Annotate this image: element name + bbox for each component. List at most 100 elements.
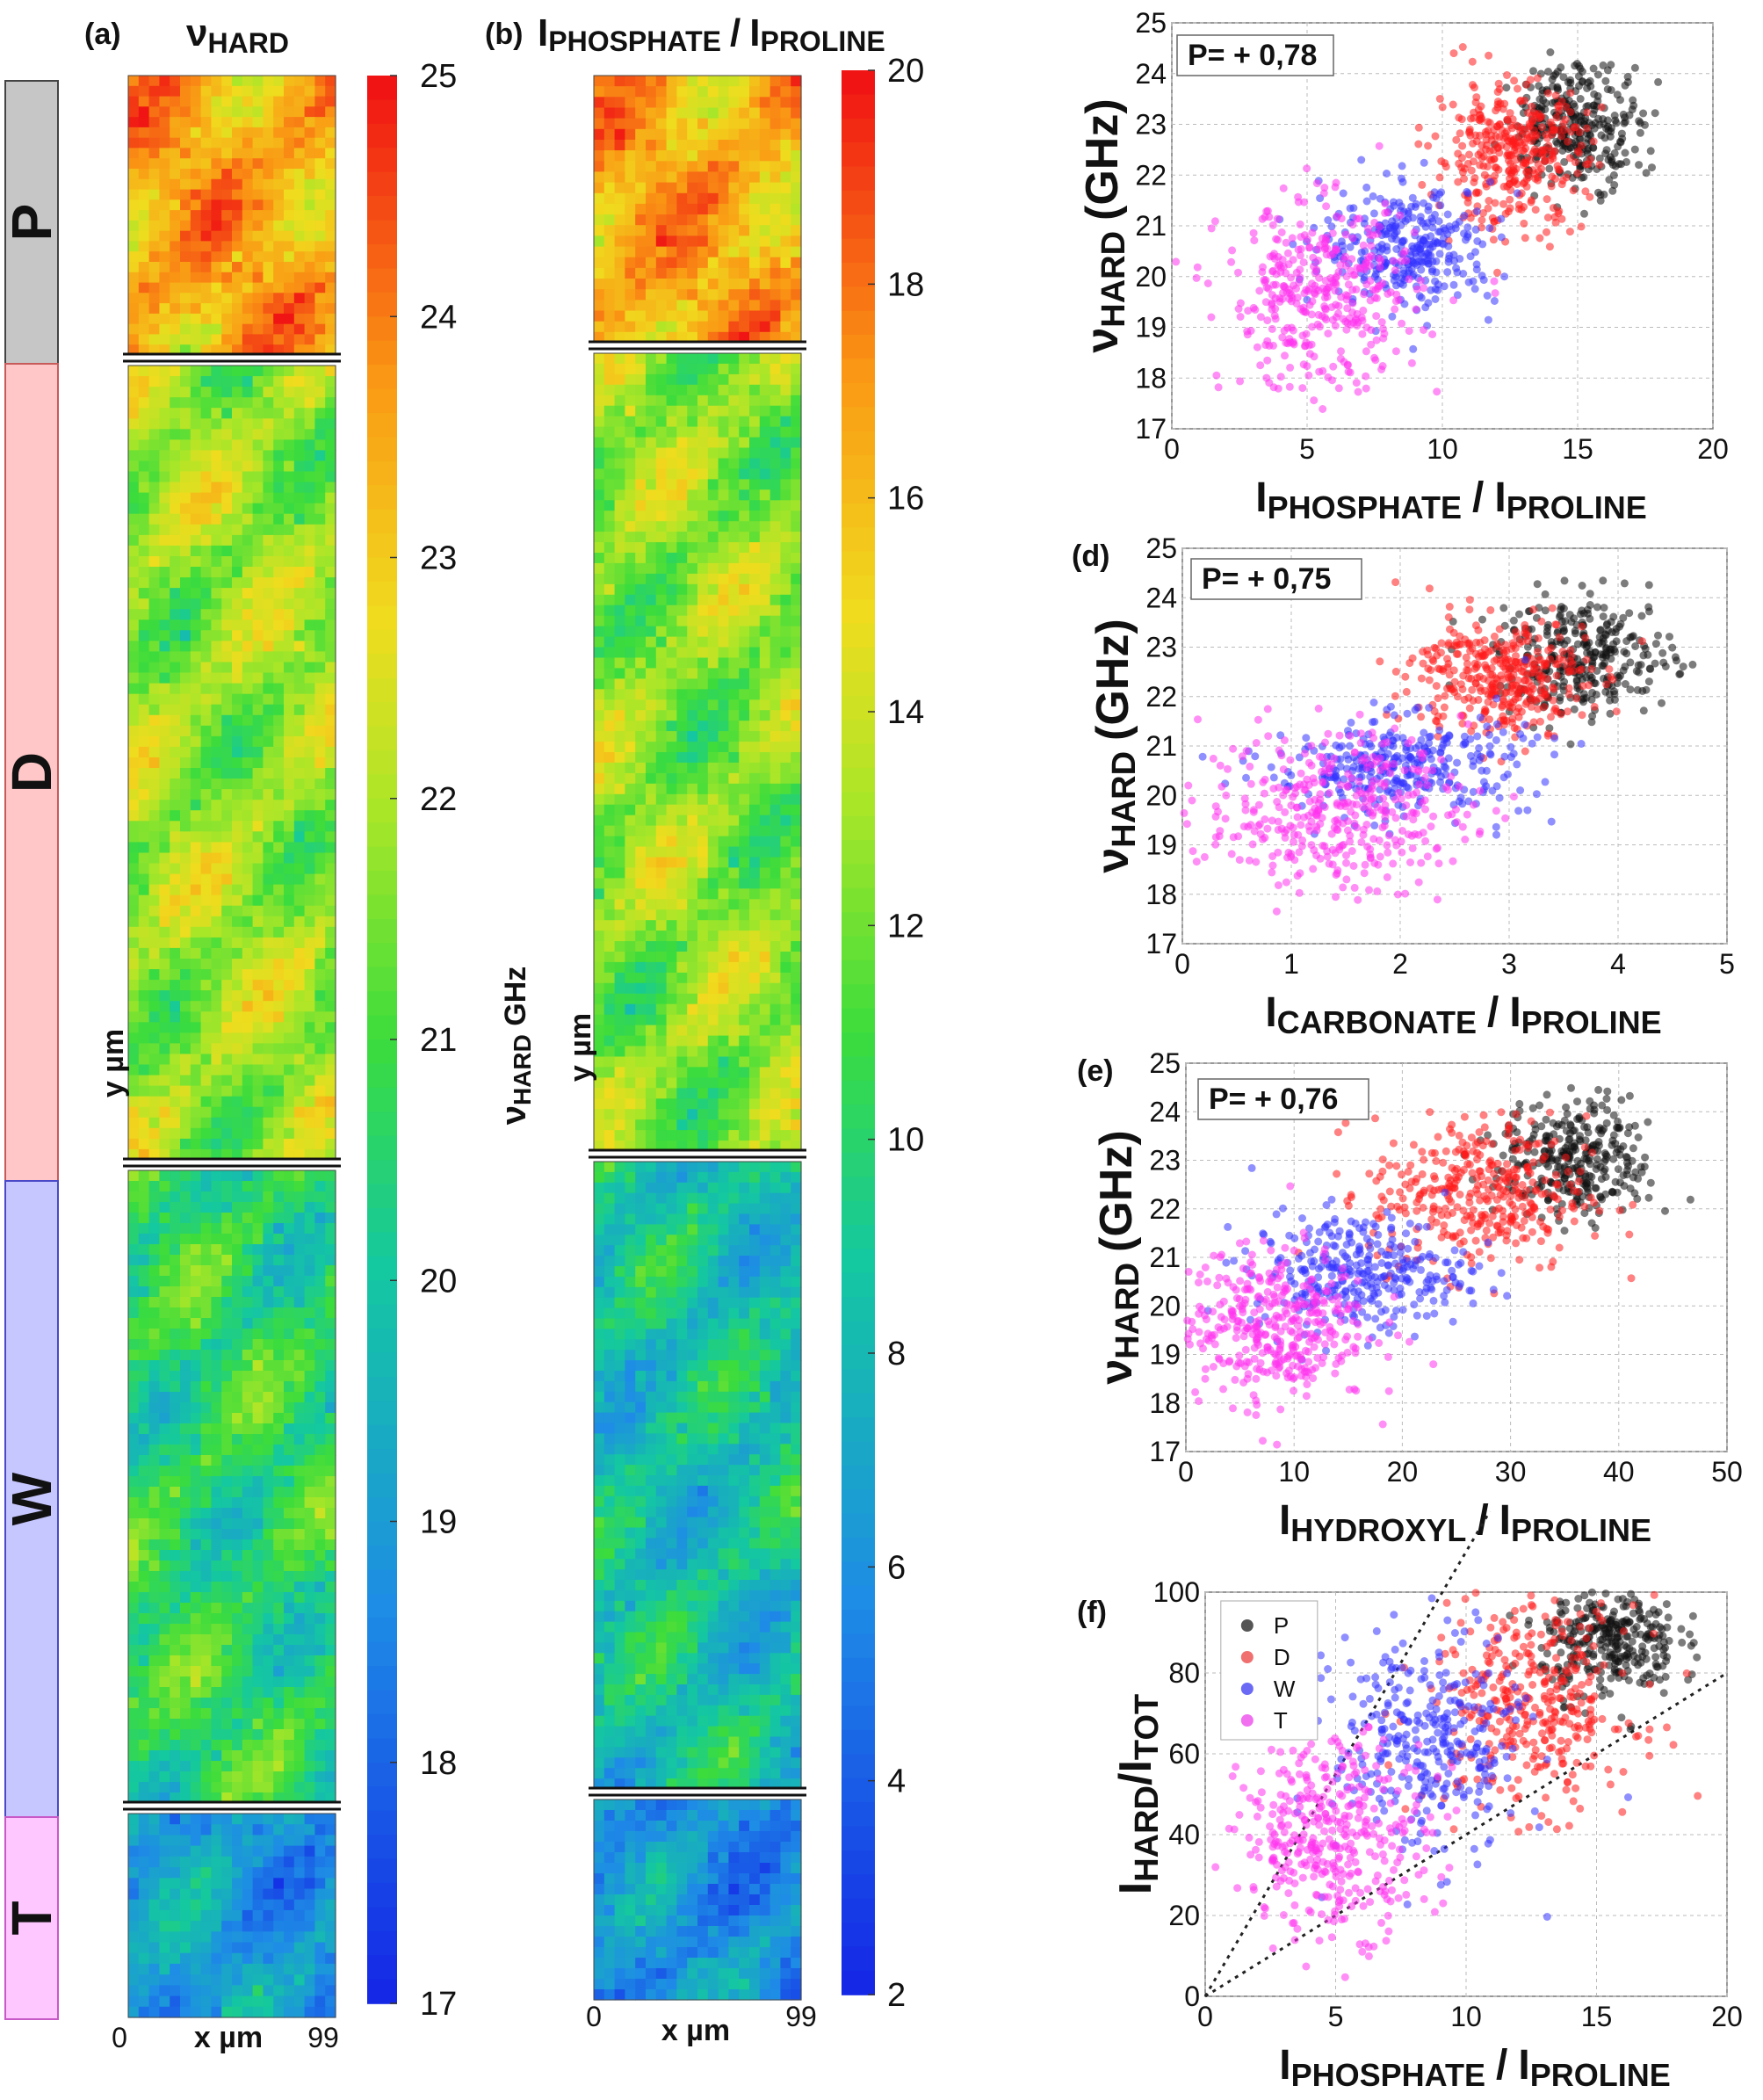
heatmap-cell xyxy=(180,117,191,128)
heatmap-cell xyxy=(190,220,202,232)
heatmap-cell xyxy=(242,2006,254,2018)
heatmap-cell xyxy=(232,513,243,525)
heatmap-cell xyxy=(170,534,181,547)
heatmap-cell xyxy=(759,426,771,438)
heatmap-cell xyxy=(170,1445,181,1456)
heatmap-cell xyxy=(170,1255,181,1266)
heatmap-cell xyxy=(138,1148,150,1161)
heatmap-cell xyxy=(718,289,729,301)
heatmap-cell xyxy=(666,437,677,449)
heatmap-cell xyxy=(190,768,202,779)
heatmap-cell xyxy=(252,545,264,557)
heatmap-cell xyxy=(180,513,191,525)
heatmap-cell xyxy=(603,257,616,269)
heatmap-cell xyxy=(791,605,802,617)
heatmap-cell xyxy=(325,1054,336,1066)
heatmap-cell xyxy=(170,1655,181,1667)
heatmap-cell xyxy=(211,1466,222,1477)
heatmap-cell xyxy=(200,1878,212,1890)
heatmap-cell xyxy=(635,721,647,732)
heatmap-cell xyxy=(603,511,616,522)
heatmap-cell xyxy=(128,1921,140,1932)
heatmap-cell xyxy=(273,1202,285,1213)
heatmap-cell xyxy=(718,678,729,690)
heatmap-cell xyxy=(304,1550,315,1561)
heatmap-cell xyxy=(284,524,295,536)
heatmap-cell xyxy=(252,1022,264,1033)
heatmap-cell xyxy=(284,672,295,684)
heatmap-cell xyxy=(594,647,605,658)
heatmap-cell xyxy=(273,334,285,345)
colorbar-segment xyxy=(367,123,397,148)
heatmap-cell xyxy=(263,397,274,409)
heatmap-cell xyxy=(180,1952,191,1965)
panel-b-title: IPHOSPHATE / IPROLINE xyxy=(538,11,885,57)
heatmap-cell xyxy=(697,182,709,194)
heatmap-cell xyxy=(138,641,150,653)
heatmap-cell xyxy=(128,831,140,843)
heatmap-cell xyxy=(325,534,336,547)
heatmap-cell xyxy=(128,408,140,419)
heatmap-cell xyxy=(749,605,761,617)
heatmap-cell xyxy=(273,148,285,159)
heatmap-cell xyxy=(242,199,254,211)
heatmap-cell xyxy=(791,267,802,279)
heatmap-cell xyxy=(190,293,202,304)
heatmap-cell xyxy=(791,458,802,469)
heatmap-cell xyxy=(293,768,306,779)
heatmap-cell xyxy=(190,241,202,252)
heatmap-cell xyxy=(200,1476,212,1488)
heatmap-cell xyxy=(293,1423,306,1435)
colorbar-segment xyxy=(367,485,397,511)
heatmap-cell xyxy=(221,1371,233,1382)
heatmap-cell xyxy=(759,267,771,279)
heatmap-cell xyxy=(314,1223,326,1235)
colorbar-segment xyxy=(367,702,397,728)
heatmap-cell xyxy=(263,1413,274,1424)
heatmap-cell xyxy=(625,426,636,438)
heatmap-cell xyxy=(635,731,647,742)
heatmap-cell xyxy=(242,1985,254,1997)
heatmap-cell xyxy=(138,1878,150,1890)
heatmap-cell xyxy=(304,1255,315,1266)
heatmap-cell xyxy=(263,1719,274,1730)
heatmap-cell xyxy=(625,76,636,87)
heatmap-cell xyxy=(603,214,616,226)
heatmap-cell xyxy=(284,1771,295,1783)
heatmap-cell xyxy=(739,447,750,459)
heatmap-cell xyxy=(159,1001,170,1012)
heatmap-cell xyxy=(594,86,605,98)
heatmap-cell xyxy=(293,230,306,243)
heatmap-cell xyxy=(646,678,657,690)
heatmap-cell xyxy=(770,647,781,658)
heatmap-cell xyxy=(625,363,636,375)
heatmap-cell xyxy=(232,282,243,293)
heatmap-cell xyxy=(138,619,150,631)
heatmap-cell xyxy=(314,1371,326,1382)
heatmap-cell xyxy=(304,137,315,149)
heatmap-cell xyxy=(749,118,761,130)
heatmap-cell xyxy=(180,1318,191,1329)
heatmap-cell xyxy=(159,735,170,748)
heatmap-cell xyxy=(728,97,740,109)
heatmap-cell xyxy=(635,97,647,109)
heatmap-cell xyxy=(293,894,306,907)
heatmap-cell xyxy=(603,76,616,87)
heatmap-cell xyxy=(739,636,750,648)
heatmap-cell xyxy=(273,969,285,981)
heatmap-cell xyxy=(749,636,761,648)
heatmap-cell xyxy=(263,178,274,191)
heatmap-cell xyxy=(293,714,306,727)
heatmap-cell xyxy=(252,1985,264,1997)
heatmap-cell xyxy=(625,437,636,449)
heatmap-cell xyxy=(687,300,698,312)
heatmap-cell xyxy=(148,397,160,409)
heatmap-cell xyxy=(666,107,677,119)
heatmap-cell xyxy=(232,704,243,716)
heatmap-cell xyxy=(293,873,306,886)
heatmap-cell xyxy=(284,376,295,387)
heatmap-cell xyxy=(304,1148,315,1161)
heatmap-cell xyxy=(273,439,285,452)
heatmap-cell xyxy=(791,161,802,173)
heatmap-cell xyxy=(159,1329,170,1340)
